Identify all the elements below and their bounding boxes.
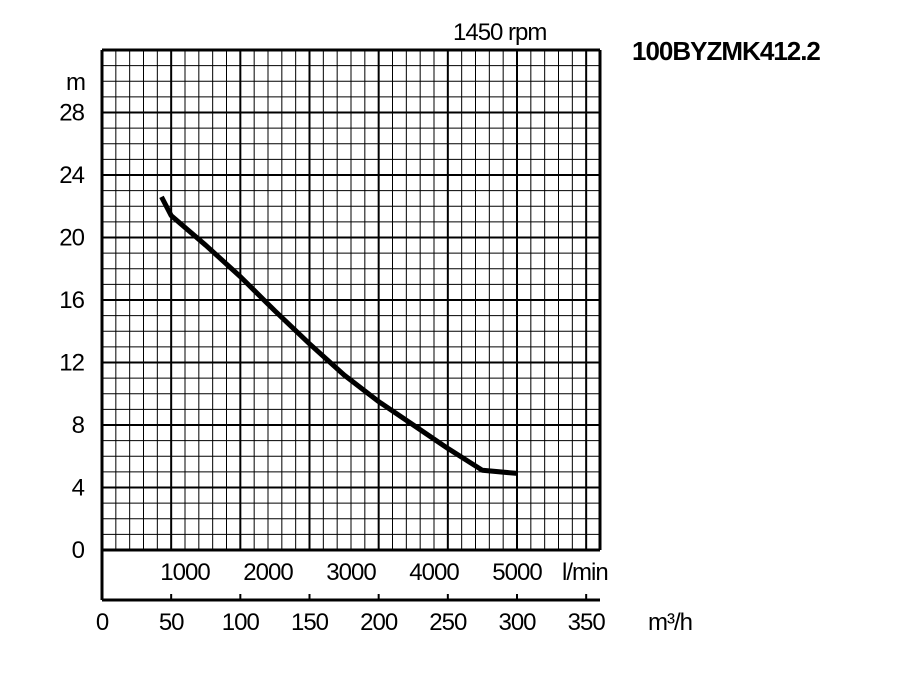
x-tick-label: 200 <box>360 609 398 636</box>
x2-tick-label: 4000 <box>409 559 459 586</box>
labels: 1450 rpm 100BYZMK412.2 m l/min m³/h 0 50 1… <box>59 19 821 636</box>
y-tick-label: 16 <box>59 287 84 314</box>
x-tick-label: 150 <box>291 609 329 636</box>
y-axis-unit: m <box>66 69 85 96</box>
x2-axis-unit: l/min <box>562 559 608 586</box>
x-tick-label: 300 <box>498 609 536 636</box>
x2-tick-label: 1000 <box>160 559 210 586</box>
y-tick-label: 0 <box>72 537 85 564</box>
head-curve-line <box>159 195 518 476</box>
speed-label: 1450 rpm <box>453 19 546 46</box>
plot-frame <box>100 48 602 602</box>
y-tick-label: 8 <box>72 412 85 439</box>
y-tick-label: 12 <box>59 350 84 377</box>
x2-tick-label: 2000 <box>243 559 293 586</box>
x-tick-label: 50 <box>159 609 184 636</box>
x-tick-label: 100 <box>222 609 260 636</box>
y-tick-label: 20 <box>59 225 84 252</box>
x2-tick-label: 3000 <box>326 559 376 586</box>
grid <box>102 50 600 550</box>
x-tick-label: 350 <box>568 609 606 636</box>
x-tick-label: 0 <box>96 609 109 636</box>
model-label: 100BYZMK412.2 <box>632 36 820 66</box>
x2-tick-label: 5000 <box>492 559 542 586</box>
x-tick-label: 250 <box>429 609 467 636</box>
y-tick-label: 24 <box>59 162 84 189</box>
y-tick-label: 4 <box>72 475 85 502</box>
y-tick-label: 28 <box>59 100 84 127</box>
curve-layer <box>159 195 518 476</box>
x-axis-unit: m³/h <box>648 609 692 636</box>
